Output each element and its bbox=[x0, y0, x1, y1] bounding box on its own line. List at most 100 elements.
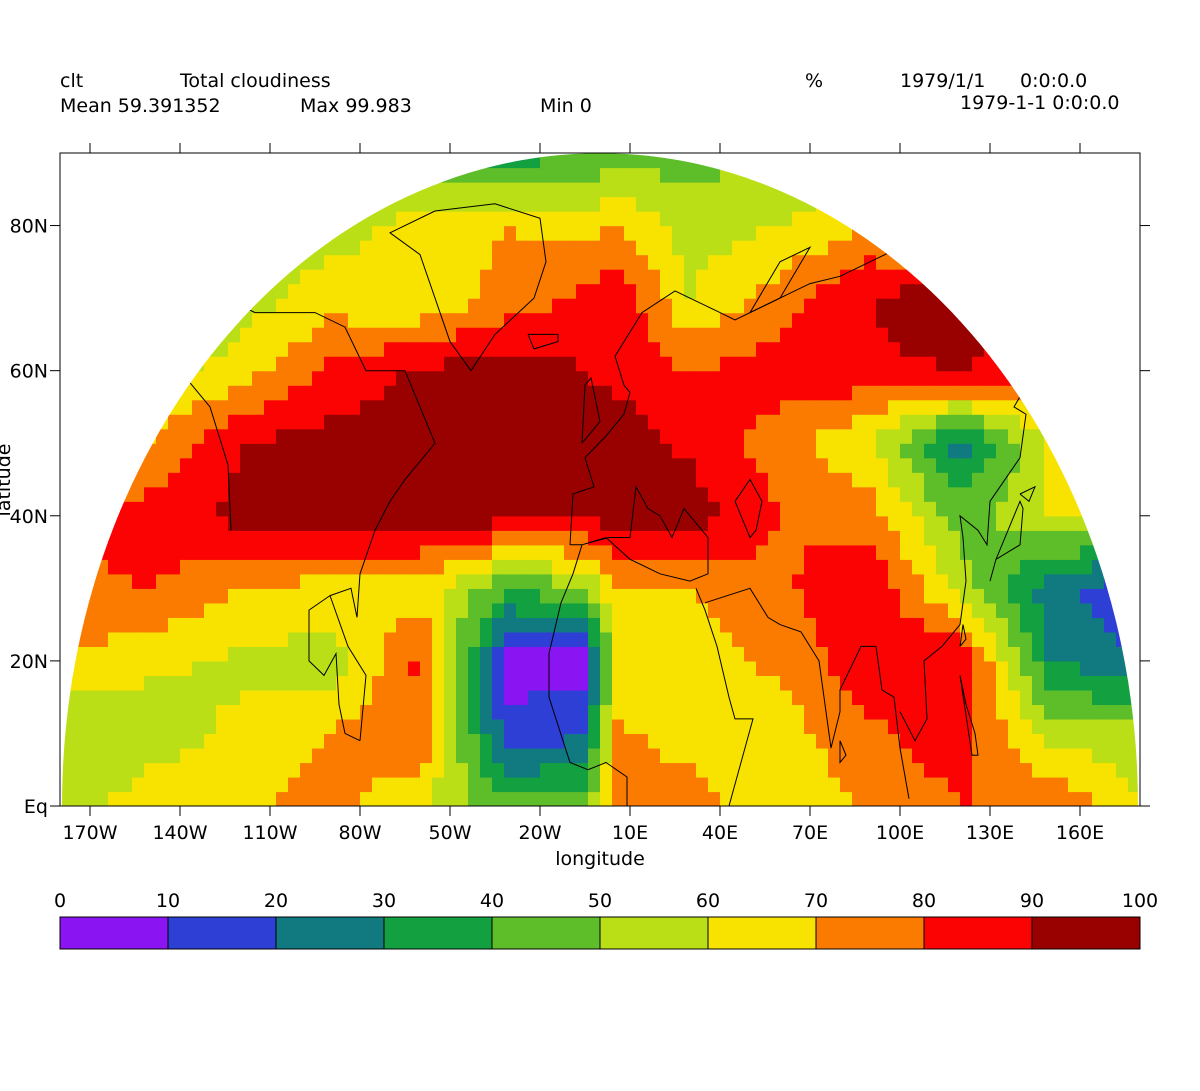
field-cell bbox=[1008, 704, 1021, 720]
field-cell bbox=[804, 718, 817, 735]
field-cell bbox=[84, 225, 97, 241]
field-cell bbox=[828, 457, 841, 473]
field-cell bbox=[120, 472, 133, 488]
field-cell bbox=[384, 573, 397, 589]
field-cell bbox=[564, 733, 577, 749]
field-cell bbox=[1092, 385, 1105, 401]
field-cell bbox=[288, 472, 301, 488]
field-cell bbox=[924, 472, 937, 488]
field-cell bbox=[828, 153, 841, 169]
field-cell bbox=[300, 501, 313, 517]
field-cell bbox=[744, 269, 757, 285]
field-cell bbox=[876, 399, 889, 415]
field-cell bbox=[1080, 733, 1093, 749]
time-label: 0:0:0.0 bbox=[1020, 70, 1088, 92]
field-cell bbox=[840, 211, 853, 227]
field-cell bbox=[732, 153, 745, 169]
field-cell bbox=[192, 660, 205, 676]
field-cell bbox=[408, 689, 421, 706]
field-cell bbox=[936, 211, 949, 227]
field-cell bbox=[888, 341, 901, 357]
field-cell bbox=[1068, 472, 1081, 488]
field-cell bbox=[792, 370, 805, 386]
field-cell bbox=[612, 211, 625, 227]
field-cell bbox=[924, 559, 937, 575]
field-cell bbox=[1032, 675, 1045, 691]
field-cell bbox=[660, 733, 673, 749]
field-cell bbox=[252, 182, 265, 198]
field-cell bbox=[528, 689, 541, 706]
field-cell bbox=[444, 631, 457, 647]
field-cell bbox=[444, 341, 457, 357]
field-cell bbox=[684, 559, 697, 575]
field-cell bbox=[120, 254, 133, 270]
field-cell bbox=[420, 385, 433, 401]
field-cell bbox=[1008, 660, 1021, 676]
field-cell bbox=[888, 573, 901, 589]
field-cell bbox=[360, 501, 373, 517]
field-cell bbox=[228, 544, 241, 560]
field-cell bbox=[1116, 486, 1129, 502]
field-cell bbox=[480, 486, 493, 502]
field-cell bbox=[636, 660, 649, 676]
field-cell bbox=[1032, 225, 1045, 241]
field-cell bbox=[972, 298, 985, 314]
field-cell bbox=[1104, 457, 1117, 473]
field-cell bbox=[360, 370, 373, 386]
field-cell bbox=[552, 791, 565, 806]
field-cell bbox=[180, 298, 193, 314]
field-cell bbox=[552, 283, 565, 299]
field-cell bbox=[564, 747, 577, 764]
field-cell bbox=[492, 196, 505, 212]
field-cell bbox=[264, 327, 277, 343]
field-cell bbox=[732, 776, 745, 793]
field-cell bbox=[936, 196, 949, 212]
field-cell bbox=[432, 240, 445, 256]
field-cell bbox=[1068, 660, 1081, 676]
field-cell bbox=[240, 675, 253, 691]
field-cell bbox=[1020, 472, 1033, 488]
field-cell bbox=[600, 356, 613, 372]
field-cell bbox=[912, 602, 925, 618]
field-cell bbox=[816, 283, 829, 299]
field-cell bbox=[168, 167, 181, 183]
field-cell bbox=[396, 167, 409, 183]
date-label: 1979/1/1 bbox=[900, 70, 986, 92]
field-cell bbox=[492, 791, 505, 806]
field-cell bbox=[288, 762, 301, 778]
field-cell bbox=[720, 733, 733, 749]
field-cell bbox=[972, 269, 985, 285]
field-cell bbox=[1032, 414, 1045, 430]
field-cell bbox=[180, 167, 193, 183]
field-cell bbox=[324, 327, 337, 343]
field-cell bbox=[96, 675, 109, 691]
field-cell bbox=[924, 515, 937, 531]
coastline bbox=[1019, 485, 1036, 503]
field-cell bbox=[576, 646, 589, 662]
field-cell bbox=[720, 776, 733, 793]
field-cell bbox=[996, 153, 1009, 169]
field-cell bbox=[744, 747, 757, 764]
field-cell bbox=[1068, 631, 1081, 647]
field-cell bbox=[672, 617, 685, 633]
field-cell bbox=[948, 225, 961, 241]
field-cell bbox=[876, 602, 889, 618]
field-cell bbox=[1092, 559, 1105, 575]
field-cell bbox=[372, 588, 385, 604]
field-cell bbox=[684, 646, 697, 662]
field-cell bbox=[144, 501, 157, 517]
field-cell bbox=[84, 747, 97, 764]
field-cell bbox=[108, 631, 121, 647]
field-cell bbox=[336, 269, 349, 285]
field-cell bbox=[624, 544, 637, 560]
field-cell bbox=[540, 747, 553, 764]
field-cell bbox=[240, 559, 253, 575]
field-cell bbox=[708, 370, 721, 386]
field-cell bbox=[252, 472, 265, 488]
field-cell bbox=[888, 501, 901, 517]
field-cell bbox=[264, 385, 277, 401]
field-cell bbox=[62, 486, 73, 502]
field-cell bbox=[840, 341, 853, 357]
colorbar-level-label: 40 bbox=[480, 890, 504, 912]
field-cell bbox=[1116, 399, 1129, 415]
